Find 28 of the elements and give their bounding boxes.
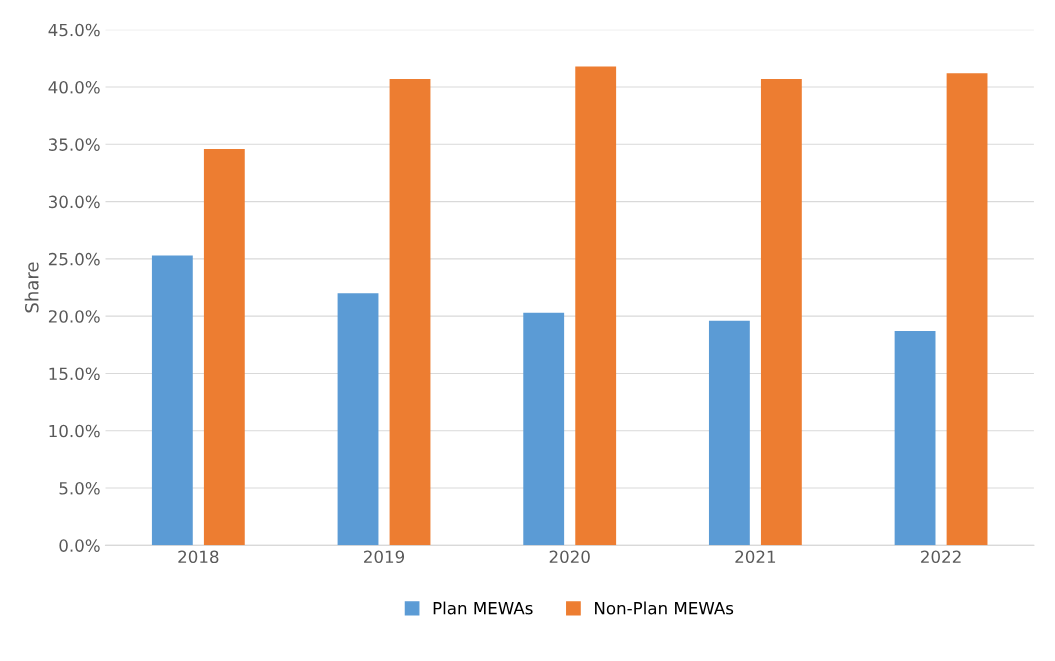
bar (575, 66, 617, 546)
y-tick-label: 40.0% (48, 80, 100, 94)
bar (523, 312, 565, 546)
y-tick-label: 20.0% (48, 310, 100, 323)
y-tick-label: 5.0% (59, 482, 100, 495)
y-axis-title: Share (24, 262, 39, 313)
x-tick-label: 2018 (178, 550, 219, 564)
x-tick-label: 2020 (549, 550, 590, 564)
y-tick-label: 25.0% (48, 252, 100, 266)
x-tick-label: 2022 (921, 550, 961, 564)
legend-label: Plan MEWAs (433, 601, 533, 615)
bar (760, 79, 802, 546)
bar (946, 73, 988, 546)
y-tick-label: 0.0% (59, 539, 100, 552)
bar (389, 79, 431, 546)
y-tick-label: 35.0% (48, 138, 100, 151)
x-tick-label: 2021 (735, 550, 776, 564)
legend-label: Non-Plan MEWAs (595, 601, 734, 615)
x-tick-label: 2019 (364, 550, 405, 564)
bar (151, 255, 193, 546)
y-tick-label: 45.0% (48, 23, 100, 37)
y-tick-label: 15.0% (49, 367, 100, 381)
bar (203, 148, 245, 546)
y-tick-label: 30.0% (48, 195, 100, 209)
y-tick-label: 10.0% (49, 424, 100, 438)
bar (708, 320, 750, 546)
bar (894, 331, 936, 546)
bar (337, 293, 379, 546)
